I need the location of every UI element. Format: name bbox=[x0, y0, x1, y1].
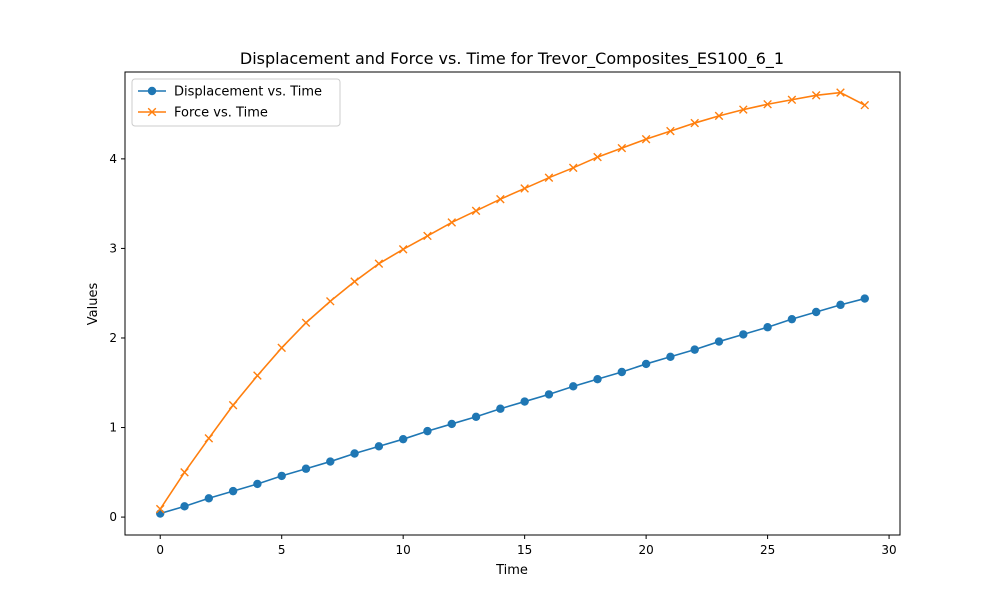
y-tick-label: 4 bbox=[109, 152, 117, 166]
data-point bbox=[568, 163, 578, 173]
data-point bbox=[471, 206, 481, 216]
x-tick-label: 0 bbox=[156, 543, 164, 557]
data-point bbox=[374, 442, 384, 451]
axes-frame bbox=[124, 71, 901, 536]
data-point bbox=[836, 300, 845, 310]
legend-entry: Force vs. Time bbox=[138, 106, 268, 121]
data-point bbox=[617, 143, 627, 153]
data-point bbox=[714, 337, 724, 346]
x-tick-label: 20 bbox=[638, 543, 653, 557]
data-point bbox=[811, 90, 821, 100]
data-point bbox=[520, 397, 529, 406]
data-point bbox=[325, 296, 335, 306]
data-point bbox=[423, 426, 432, 436]
data-point bbox=[569, 382, 578, 391]
data-point bbox=[860, 294, 869, 303]
data-point bbox=[180, 468, 189, 477]
data-point bbox=[423, 231, 432, 241]
data-point bbox=[763, 323, 772, 332]
data-point bbox=[787, 95, 797, 105]
data-point bbox=[496, 404, 505, 413]
data-point bbox=[447, 218, 457, 227]
data-point bbox=[520, 184, 529, 193]
data-point bbox=[471, 412, 481, 421]
legend-entry: Displacement vs. Time bbox=[138, 85, 322, 100]
series-2 bbox=[155, 88, 870, 514]
x-tick-label: 30 bbox=[881, 543, 896, 557]
data-point bbox=[593, 152, 602, 162]
data-point bbox=[374, 259, 384, 268]
legend-marker bbox=[147, 86, 157, 96]
data-point bbox=[690, 345, 699, 354]
y-axis-label: Values bbox=[86, 283, 101, 326]
legend: Displacement vs. Time Force vs. Time bbox=[131, 78, 341, 127]
data-point bbox=[301, 464, 311, 473]
data-point bbox=[228, 486, 238, 496]
legend-label: Displacement vs. Time bbox=[174, 85, 322, 100]
series-line bbox=[159, 91, 866, 510]
legend-label: Force vs. Time bbox=[174, 106, 268, 121]
y-tick-label: 3 bbox=[109, 241, 117, 255]
x-tick-label: 15 bbox=[517, 543, 532, 557]
series-line bbox=[160, 297, 865, 515]
data-point bbox=[763, 99, 772, 109]
x-axis-label: Time bbox=[495, 563, 528, 578]
data-point bbox=[447, 419, 456, 429]
data-point bbox=[617, 367, 627, 377]
data-point bbox=[301, 318, 311, 328]
data-point bbox=[544, 390, 554, 399]
data-point bbox=[228, 400, 238, 410]
data-point bbox=[277, 343, 286, 353]
data-point bbox=[253, 371, 262, 380]
data-point bbox=[496, 194, 505, 204]
plot-area: 0 5 10 15 20 25 30 0 1 2 3 4 bbox=[109, 71, 901, 557]
data-point bbox=[593, 374, 602, 384]
series-1 bbox=[156, 294, 869, 518]
data-point bbox=[739, 105, 748, 114]
x-tick-label: 5 bbox=[278, 543, 286, 557]
data-point bbox=[739, 330, 748, 339]
data-point bbox=[641, 359, 651, 369]
data-point bbox=[666, 352, 675, 361]
y-tick-label: 1 bbox=[109, 421, 117, 435]
y-tick-label: 2 bbox=[109, 331, 117, 345]
data-point bbox=[277, 471, 286, 481]
data-point bbox=[811, 307, 821, 317]
x-tick-label: 10 bbox=[396, 543, 411, 557]
data-point bbox=[641, 134, 651, 144]
data-point bbox=[156, 509, 165, 518]
data-point bbox=[714, 111, 724, 121]
data-point bbox=[398, 434, 408, 444]
data-point bbox=[155, 504, 165, 514]
x-tick-label: 25 bbox=[760, 543, 775, 557]
data-point bbox=[860, 100, 870, 110]
legend-box bbox=[131, 78, 341, 127]
data-point bbox=[544, 173, 554, 182]
data-point bbox=[180, 502, 189, 511]
data-point bbox=[690, 118, 700, 128]
data-point bbox=[326, 457, 335, 466]
data-point bbox=[350, 449, 359, 458]
data-point bbox=[204, 494, 214, 503]
data-point bbox=[787, 314, 797, 324]
data-point bbox=[836, 88, 845, 97]
data-point bbox=[253, 479, 262, 489]
data-point bbox=[204, 433, 214, 443]
chart-title: Displacement and Force vs. Time for Trev… bbox=[240, 49, 784, 69]
y-tick-label: 0 bbox=[109, 510, 117, 524]
data-point bbox=[350, 277, 359, 286]
data-point bbox=[398, 245, 408, 254]
data-point bbox=[666, 126, 675, 136]
legend-marker bbox=[147, 107, 157, 117]
